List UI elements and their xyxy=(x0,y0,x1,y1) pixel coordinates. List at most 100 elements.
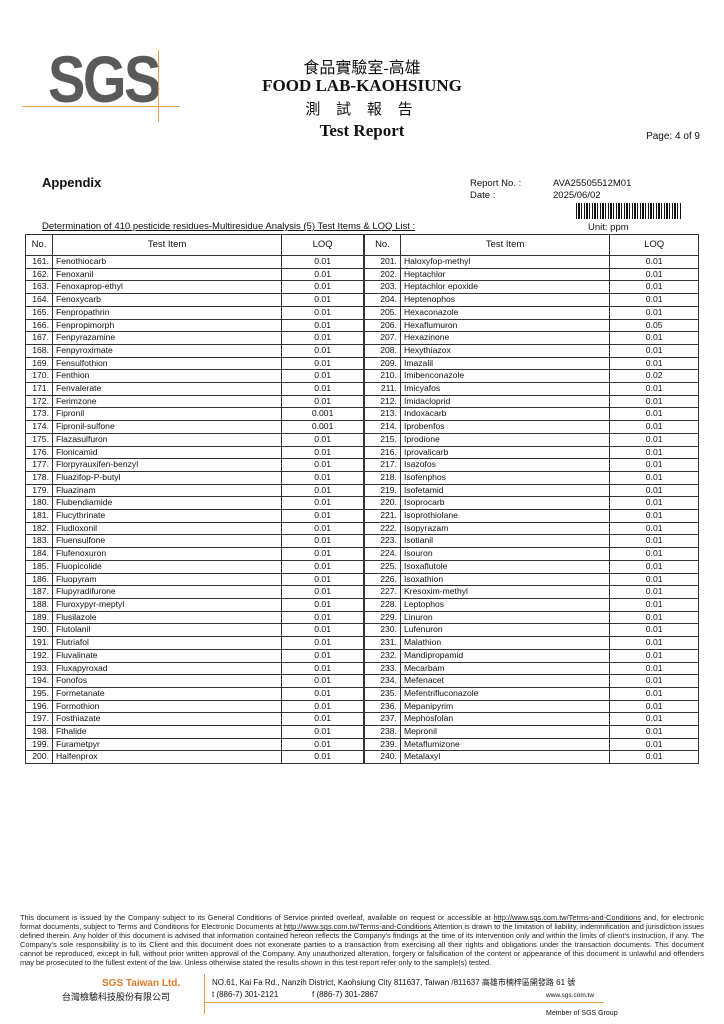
loq-value: 0.01 xyxy=(281,737,364,752)
loq-value: 0.01 xyxy=(609,559,699,574)
col-loq: LOQ xyxy=(281,234,364,256)
test-item: Linuron xyxy=(399,610,611,625)
table-row: 240. Metalaxyl 0.01 xyxy=(364,750,699,765)
loq-value: 0.01 xyxy=(609,394,699,409)
row-number: 212. xyxy=(364,394,401,409)
test-item: Isofenphos xyxy=(399,470,611,485)
loq-value: 0.01 xyxy=(281,470,364,485)
table-row: 213. Indoxacarb 0.01 xyxy=(364,407,699,422)
loq-value: 0.01 xyxy=(609,382,699,396)
loq-value: 0.01 xyxy=(609,686,699,701)
report-no-label: Report No. : xyxy=(470,178,522,189)
table-row: 220. Isoprocarb 0.01 xyxy=(364,496,699,511)
table-row: 211. Imicyafos 0.01 xyxy=(364,382,699,396)
test-item: Imibenconazole xyxy=(399,369,611,384)
test-item: Fenoxaprop-ethyl xyxy=(51,280,283,295)
loq-value: 0.01 xyxy=(281,547,364,561)
table-row: 238. Mepronil 0.01 xyxy=(364,725,699,739)
loq-value: 0.01 xyxy=(281,369,364,384)
loq-value: 0.01 xyxy=(609,331,699,345)
table-row: 189. Flusilazole 0.01 xyxy=(25,610,364,625)
row-number: 172. xyxy=(25,394,53,409)
table-row: 205. Hexaconazole 0.01 xyxy=(364,305,699,320)
table-row: 185. Fluopicolide 0.01 xyxy=(25,559,364,574)
row-number: 237. xyxy=(364,712,401,727)
loq-value: 0.001 xyxy=(281,407,364,422)
row-number: 201. xyxy=(364,255,401,269)
table-row: 223. Isotianil 0.01 xyxy=(364,534,699,549)
row-number: 192. xyxy=(25,648,53,663)
row-number: 163. xyxy=(25,280,53,295)
row-number: 216. xyxy=(364,445,401,460)
loq-value: 0.01 xyxy=(281,331,364,345)
test-item: Ferimzone xyxy=(51,394,283,409)
table-row: 174. Fipronil-sulfone 0.001 xyxy=(25,420,364,434)
loq-value: 0.01 xyxy=(281,255,364,269)
loq-value: 0.01 xyxy=(281,750,364,765)
table-row: 195. Formetanate 0.01 xyxy=(25,686,364,701)
loq-table-left: No. Test Item LOQ 161. Fenothiocarb 0.01 16… xyxy=(25,234,364,765)
company-name-en: SGS Taiwan Ltd. xyxy=(102,978,181,989)
loq-value: 0.01 xyxy=(281,559,364,574)
table-row: 169. Fensulfothion 0.01 xyxy=(25,356,364,371)
loq-value: 0.01 xyxy=(281,648,364,663)
disclaimer: This document is issued by the Company s… xyxy=(20,913,704,967)
table-row: 193. Fluxapyroxad 0.01 xyxy=(25,661,364,676)
row-number: 169. xyxy=(25,356,53,371)
table-row: 209. Imazalil 0.01 xyxy=(364,356,699,371)
row-number: 203. xyxy=(364,280,401,295)
table-row: 164. Fenoxycarb 0.01 xyxy=(25,293,364,307)
loq-value: 0.01 xyxy=(281,725,364,739)
row-number: 186. xyxy=(25,572,53,587)
loq-value: 0.01 xyxy=(609,343,699,358)
test-item: Fluazinam xyxy=(51,483,283,498)
loq-value: 0.01 xyxy=(281,521,364,536)
table-row: 190. Flutolanil 0.01 xyxy=(25,623,364,638)
table-row: 191. Flutriafol 0.01 xyxy=(25,636,364,650)
row-number: 206. xyxy=(364,318,401,333)
loq-value: 0.01 xyxy=(281,318,364,333)
table-row: 210. Imibenconazole 0.02 xyxy=(364,369,699,384)
row-number: 209. xyxy=(364,356,401,371)
table-row: 201. Haloxyfop-methyl 0.01 xyxy=(364,255,699,269)
test-item: Mandipropamid xyxy=(399,648,611,663)
test-item: Mefentrifluconazole xyxy=(399,686,611,701)
table-row: 217. Isazofos 0.01 xyxy=(364,458,699,472)
table-row: 179. Fluazinam 0.01 xyxy=(25,483,364,498)
loq-value: 0.01 xyxy=(609,674,699,688)
test-item: Isouron xyxy=(399,547,611,561)
loq-value: 0.01 xyxy=(609,572,699,587)
table-row: 187. Flupyradifurone 0.01 xyxy=(25,585,364,599)
terms-electronic-link[interactable]: http://www.sgs.com.tw/Terms-and-Conditio… xyxy=(283,922,432,931)
test-item: Fluvalinate xyxy=(51,648,283,663)
loq-table-right: No. Test Item LOQ 201. Haloxyfop-methyl 0.… xyxy=(364,234,699,765)
test-item: Imidacloprid xyxy=(399,394,611,409)
row-number: 235. xyxy=(364,686,401,701)
row-number: 167. xyxy=(25,331,53,345)
table-row: 161. Fenothiocarb 0.01 xyxy=(25,255,364,269)
loq-value: 0.01 xyxy=(281,458,364,472)
loq-value: 0.01 xyxy=(281,699,364,714)
loq-value: 0.01 xyxy=(281,305,364,320)
section-title: Appendix xyxy=(42,175,102,190)
table-row: 222. Isopyrazam 0.01 xyxy=(364,521,699,536)
table-row: 182. Fludioxonil 0.01 xyxy=(25,521,364,536)
company-address: NO.61, Kai Fa Rd., Nanzih District, Kaoh… xyxy=(212,978,576,987)
row-number: 221. xyxy=(364,509,401,523)
table-row: 180. Flubendiamide 0.01 xyxy=(25,496,364,511)
loq-value: 0.01 xyxy=(281,712,364,727)
row-number: 213. xyxy=(364,407,401,422)
terms-link[interactable]: http://www.sgs.com.tw/Terms-and-Conditio… xyxy=(493,913,641,922)
row-number: 222. xyxy=(364,521,401,536)
determination-title: Determination of 410 pesticide residues-… xyxy=(42,221,416,232)
row-number: 210. xyxy=(364,369,401,384)
row-number: 174. xyxy=(25,420,53,434)
row-number: 239. xyxy=(364,737,401,752)
test-item: Fluxapyroxad xyxy=(51,661,283,676)
table-row: 194. Fonofos 0.01 xyxy=(25,674,364,688)
test-item: Isopyrazam xyxy=(399,521,611,536)
loq-value: 0.01 xyxy=(281,483,364,498)
test-item: Florpyrauxifen-benzyl xyxy=(51,458,283,472)
loq-value: 0.01 xyxy=(609,432,699,447)
footer-divider-vertical xyxy=(204,974,205,1014)
